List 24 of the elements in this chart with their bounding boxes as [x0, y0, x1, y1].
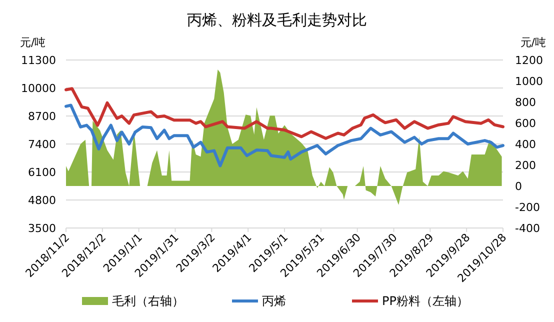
legend-label: 丙烯: [262, 294, 286, 308]
y2-tick-label: -400: [515, 222, 540, 235]
y2-axis-title: 元/吨: [520, 36, 546, 49]
y-tick-label: 3500: [28, 222, 56, 235]
y-tick-label: 7400: [28, 138, 56, 151]
y2-tick-label: 600: [515, 117, 536, 130]
line-series: [64, 104, 504, 168]
y-tick-label: 4800: [28, 194, 56, 207]
y-tick-label: 6100: [28, 166, 56, 179]
y2-tick-label: 200: [515, 159, 536, 172]
y-axis-title: 元/吨: [20, 36, 46, 49]
y-tick-label: 10000: [21, 82, 56, 95]
y-tick-label: 11300: [21, 54, 56, 67]
y2-tick-label: 0: [515, 180, 522, 193]
y2-tick-label: 1200: [515, 54, 543, 67]
y2-tick-label: 1000: [515, 75, 543, 88]
y2-tick-label: 800: [515, 96, 536, 109]
line-series: [64, 87, 504, 140]
legend-label: 毛利（右轴）: [112, 294, 184, 308]
y2-tick-label: 400: [515, 138, 536, 151]
legend-label: PP粉料（左轴）: [382, 294, 468, 308]
y2-tick-label: -200: [515, 201, 540, 214]
chart-title: 丙烯、粉料及毛利走势对比: [187, 11, 367, 29]
y-tick-label: 8700: [28, 110, 56, 123]
